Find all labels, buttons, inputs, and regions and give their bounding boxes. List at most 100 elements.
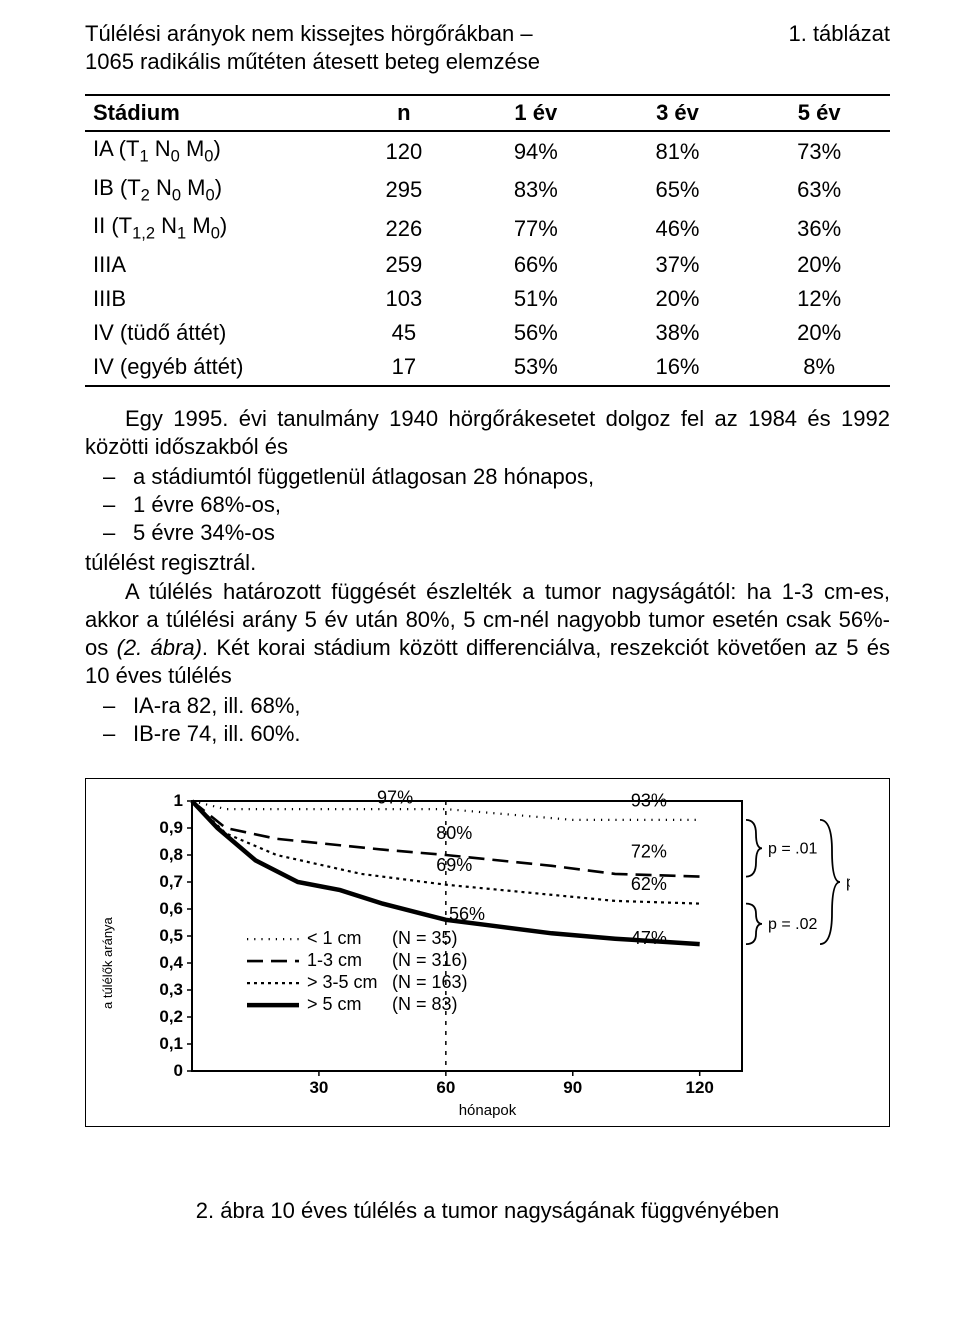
svg-text:1-3 cm: 1-3 cm	[307, 951, 362, 971]
svg-text:0,1: 0,1	[159, 1034, 183, 1053]
cell-y1: 77%	[465, 209, 607, 248]
svg-text:120: 120	[686, 1078, 714, 1097]
cell-y3: 20%	[607, 282, 749, 316]
svg-text:(N = 35): (N = 35)	[392, 929, 458, 949]
svg-text:p = .02: p = .02	[768, 916, 817, 933]
svg-text:72%: 72%	[631, 842, 667, 862]
cell-n: 103	[343, 282, 465, 316]
svg-text:47%: 47%	[631, 929, 667, 949]
svg-text:> 5 cm: > 5 cm	[307, 995, 362, 1015]
svg-text:(N = 163): (N = 163)	[392, 973, 468, 993]
cell-y5: 36%	[748, 209, 890, 248]
table-row: IA (T1 N0 M0)12094%81%73%	[85, 131, 890, 171]
col-5ev: 5 év	[748, 96, 890, 131]
bullet: IA-ra 82, ill. 68%,	[133, 692, 890, 720]
cell-y1: 94%	[465, 131, 607, 171]
cell-y1: 66%	[465, 248, 607, 282]
cell-stage: IV (egyéb áttét)	[85, 350, 343, 384]
cell-n: 17	[343, 350, 465, 384]
cell-y5: 12%	[748, 282, 890, 316]
cell-y5: 20%	[748, 248, 890, 282]
cell-stage: IIIB	[85, 282, 343, 316]
cell-stage: IIIA	[85, 248, 343, 282]
svg-text:62%: 62%	[631, 875, 667, 895]
svg-text:0,5: 0,5	[159, 926, 183, 945]
col-stage: Stádium	[85, 96, 343, 131]
svg-text:p < .04: p < .04	[846, 874, 850, 891]
cell-y1: 51%	[465, 282, 607, 316]
page: Túlélési arányok nem kissejtes hörgőrákb…	[0, 0, 960, 1255]
cell-y5: 20%	[748, 316, 890, 350]
svg-text:0,7: 0,7	[159, 872, 183, 891]
table-row: IIIB10351%20%12%	[85, 282, 890, 316]
header-title: Túlélési arányok nem kissejtes hörgőrákb…	[85, 20, 540, 76]
cell-n: 226	[343, 209, 465, 248]
svg-text:0,8: 0,8	[159, 845, 183, 864]
svg-text:0,2: 0,2	[159, 1007, 183, 1026]
data-table: Stádium n 1 év 3 év 5 év IA (T1 N0 M0)12…	[85, 96, 890, 384]
survival-table: Stádium n 1 év 3 év 5 év IA (T1 N0 M0)12…	[85, 94, 890, 386]
x-axis-label: hónapok	[100, 1101, 875, 1120]
cell-y3: 38%	[607, 316, 749, 350]
svg-text:p = .01: p = .01	[768, 841, 817, 858]
cell-y1: 56%	[465, 316, 607, 350]
bullet: 5 évre 34%-os	[133, 519, 890, 547]
table-row: IIIA25966%37%20%	[85, 248, 890, 282]
svg-text:0: 0	[174, 1061, 183, 1080]
svg-text:> 3-5 cm: > 3-5 cm	[307, 973, 378, 993]
svg-text:90: 90	[563, 1078, 582, 1097]
bullet: 1 évre 68%-os,	[133, 491, 890, 519]
cell-y3: 46%	[607, 209, 749, 248]
y-axis-label: a túlélők aránya	[100, 918, 117, 1010]
cell-y5: 63%	[748, 171, 890, 210]
table-row: IV (tüdő áttét)4556%38%20%	[85, 316, 890, 350]
svg-text:< 1 cm: < 1 cm	[307, 929, 362, 949]
col-1ev: 1 év	[465, 96, 607, 131]
svg-text:97%: 97%	[377, 789, 413, 808]
svg-text:30: 30	[309, 1078, 328, 1097]
cell-y3: 81%	[607, 131, 749, 171]
table-body: IA (T1 N0 M0)12094%81%73%IB (T2 N0 M0)29…	[85, 131, 890, 384]
p1-tail: túlélést regisztrál.	[85, 549, 890, 577]
cell-y1: 83%	[465, 171, 607, 210]
title-line-2: 1065 radikális műtéten átesett beteg ele…	[85, 48, 540, 76]
title-line-1: Túlélési arányok nem kissejtes hörgőrákb…	[85, 20, 540, 48]
cell-y3: 65%	[607, 171, 749, 210]
bullet-list-1: a stádiumtól függetlenül átlagosan 28 hó…	[85, 463, 890, 547]
figure-caption: 2. ábra 10 éves túlélés a tumor nagyságá…	[85, 1197, 890, 1225]
header-row: Túlélési arányok nem kissejtes hörgőrákb…	[85, 20, 890, 76]
cell-y1: 53%	[465, 350, 607, 384]
table-row: IV (egyéb áttét)1753%16%8%	[85, 350, 890, 384]
p2-fig-ref: (2. ábra)	[117, 635, 202, 660]
svg-text:(N = 83): (N = 83)	[392, 995, 458, 1015]
cell-y5: 73%	[748, 131, 890, 171]
svg-text:(N = 316): (N = 316)	[392, 951, 468, 971]
table-row: II (T1,2 N1 M0)22677%46%36%	[85, 209, 890, 248]
survival-chart: 10,90,80,70,60,50,40,30,20,10306090120< …	[130, 789, 875, 1099]
bullet: IB-re 74, ill. 60%.	[133, 720, 890, 748]
svg-text:69%: 69%	[436, 856, 472, 876]
table-row: IB (T2 N0 M0)29583%65%63%	[85, 171, 890, 210]
svg-text:1: 1	[174, 791, 183, 810]
cell-stage: IA (T1 N0 M0)	[85, 131, 343, 171]
svg-text:93%: 93%	[631, 791, 667, 811]
cell-n: 120	[343, 131, 465, 171]
table-header-row: Stádium n 1 év 3 év 5 év	[85, 96, 890, 131]
cell-y5: 8%	[748, 350, 890, 384]
chart-svg: 10,90,80,70,60,50,40,30,20,10306090120< …	[130, 789, 850, 1099]
cell-n: 259	[343, 248, 465, 282]
table-label: 1. táblázat	[788, 20, 890, 48]
cell-n: 45	[343, 316, 465, 350]
bullet-list-2: IA-ra 82, ill. 68%, IB-re 74, ill. 60%.	[85, 692, 890, 748]
paragraph-1: Egy 1995. évi tanulmány 1940 hörgőrákese…	[85, 405, 890, 461]
paragraph-2: A túlélés határozott függését észlelték …	[85, 578, 890, 691]
cell-stage: II (T1,2 N1 M0)	[85, 209, 343, 248]
p2-b: . Két korai stádium között differenciálv…	[85, 635, 890, 688]
svg-text:60: 60	[436, 1078, 455, 1097]
cell-y3: 16%	[607, 350, 749, 384]
col-3ev: 3 év	[607, 96, 749, 131]
svg-text:0,6: 0,6	[159, 899, 183, 918]
svg-text:80%: 80%	[436, 823, 472, 843]
cell-stage: IB (T2 N0 M0)	[85, 171, 343, 210]
svg-text:0,4: 0,4	[159, 953, 183, 972]
